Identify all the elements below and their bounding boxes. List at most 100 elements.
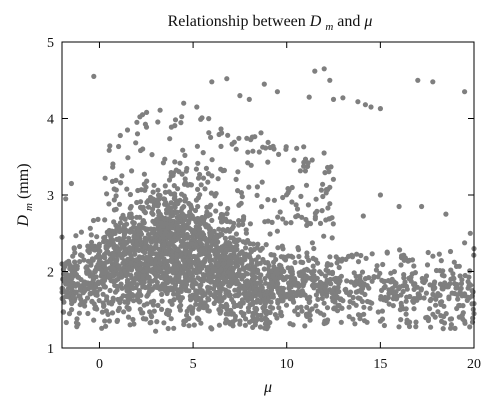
scatter-point xyxy=(382,294,388,300)
y-tick-label: 5 xyxy=(47,36,54,51)
scatter-point xyxy=(204,204,210,210)
scatter-point xyxy=(116,143,122,150)
scatter-point xyxy=(248,246,254,253)
scatter-point xyxy=(320,193,326,200)
scatter-point xyxy=(217,310,223,316)
scatter-point xyxy=(198,116,204,122)
scatter-point xyxy=(69,307,75,313)
scatter-point xyxy=(207,258,213,264)
scatter-point xyxy=(83,280,89,286)
scatter-point xyxy=(340,298,346,304)
scatter-point xyxy=(287,321,293,327)
scatter-point xyxy=(172,117,179,123)
scatter-point xyxy=(178,296,184,302)
scatter-point xyxy=(169,258,175,264)
scatter-point xyxy=(106,318,112,324)
scatter-point xyxy=(307,317,313,323)
scatter-point xyxy=(134,241,140,248)
scatter-point xyxy=(104,294,110,300)
scatter-point xyxy=(131,229,137,236)
scatter-point xyxy=(465,285,471,291)
scatter-point xyxy=(199,260,205,266)
scatter-point xyxy=(310,263,316,269)
scatter-point xyxy=(374,263,380,269)
title-middle: and xyxy=(337,13,364,30)
scatter-point xyxy=(313,303,319,309)
scatter-point xyxy=(264,308,270,314)
scatter-point xyxy=(322,170,328,176)
scatter-point xyxy=(213,242,219,248)
scatter-point xyxy=(319,295,325,301)
y-axis-label-unit: (mm) xyxy=(15,163,32,199)
scatter-point xyxy=(327,77,333,83)
scatter-point xyxy=(121,309,127,315)
scatter-point xyxy=(73,233,79,239)
scatter-point xyxy=(307,308,313,314)
scatter-point xyxy=(245,263,251,269)
scatter-point xyxy=(113,193,119,199)
scatter-point xyxy=(187,251,193,257)
y-axis-label-subscript: m xyxy=(23,203,35,211)
scatter-point xyxy=(421,295,427,301)
scatter-point xyxy=(159,298,165,304)
scatter-point xyxy=(389,285,395,292)
scatter-point xyxy=(225,132,231,138)
scatter-point xyxy=(294,206,301,212)
scatter-point xyxy=(275,297,281,304)
scatter-point xyxy=(344,278,350,284)
scatter-point xyxy=(275,245,281,251)
scatter-point xyxy=(212,193,218,199)
scatter-point xyxy=(197,221,203,227)
scatter-point xyxy=(330,176,336,182)
scatter-point xyxy=(189,310,195,316)
scatter-point xyxy=(207,232,213,238)
scatter-point xyxy=(170,270,176,276)
scatter-point xyxy=(145,231,152,238)
scatter-point xyxy=(217,201,224,207)
scatter-point xyxy=(448,276,454,282)
scatter-point xyxy=(182,273,188,279)
scatter-point xyxy=(454,292,461,298)
scatter-point xyxy=(223,317,229,323)
scatter-point xyxy=(75,281,81,287)
scatter-point xyxy=(101,302,107,309)
scatter-point xyxy=(197,302,203,308)
scatter-point xyxy=(122,216,128,222)
scatter-point xyxy=(305,202,311,208)
scatter-point xyxy=(262,260,268,266)
scatter-point xyxy=(223,290,229,296)
scatter-point xyxy=(466,295,472,301)
scatter-point xyxy=(236,135,242,141)
scatter-point xyxy=(291,276,298,282)
scatter-point xyxy=(404,294,410,300)
scatter-point xyxy=(168,170,174,176)
scatter-point xyxy=(206,130,212,136)
scatter-point xyxy=(245,281,251,287)
scatter-point xyxy=(128,272,134,279)
scatter-point xyxy=(182,198,188,204)
scatter-point xyxy=(279,274,285,280)
scatter-point xyxy=(263,242,269,248)
scatter-point xyxy=(283,302,290,308)
scatter-point xyxy=(127,229,133,235)
scatter-point xyxy=(283,220,289,226)
scatter-point xyxy=(182,152,188,158)
scatter-point xyxy=(107,287,113,294)
scatter-point xyxy=(125,314,132,320)
scatter-point xyxy=(302,156,309,162)
scatter-point xyxy=(198,182,204,188)
scatter-point xyxy=(132,251,138,257)
scatter-point xyxy=(134,199,140,206)
scatter-point xyxy=(443,211,449,217)
scatter-point xyxy=(271,146,277,152)
scatter-point xyxy=(158,220,164,226)
scatter-point xyxy=(87,290,93,297)
scatter-point xyxy=(393,280,399,286)
scatter-point xyxy=(314,208,320,214)
scatter-point xyxy=(329,288,335,294)
scatter-point xyxy=(186,323,192,329)
scatter-point xyxy=(283,146,289,152)
scatter-point xyxy=(295,245,301,251)
scatter-point xyxy=(239,194,245,200)
scatter-point xyxy=(107,143,113,149)
